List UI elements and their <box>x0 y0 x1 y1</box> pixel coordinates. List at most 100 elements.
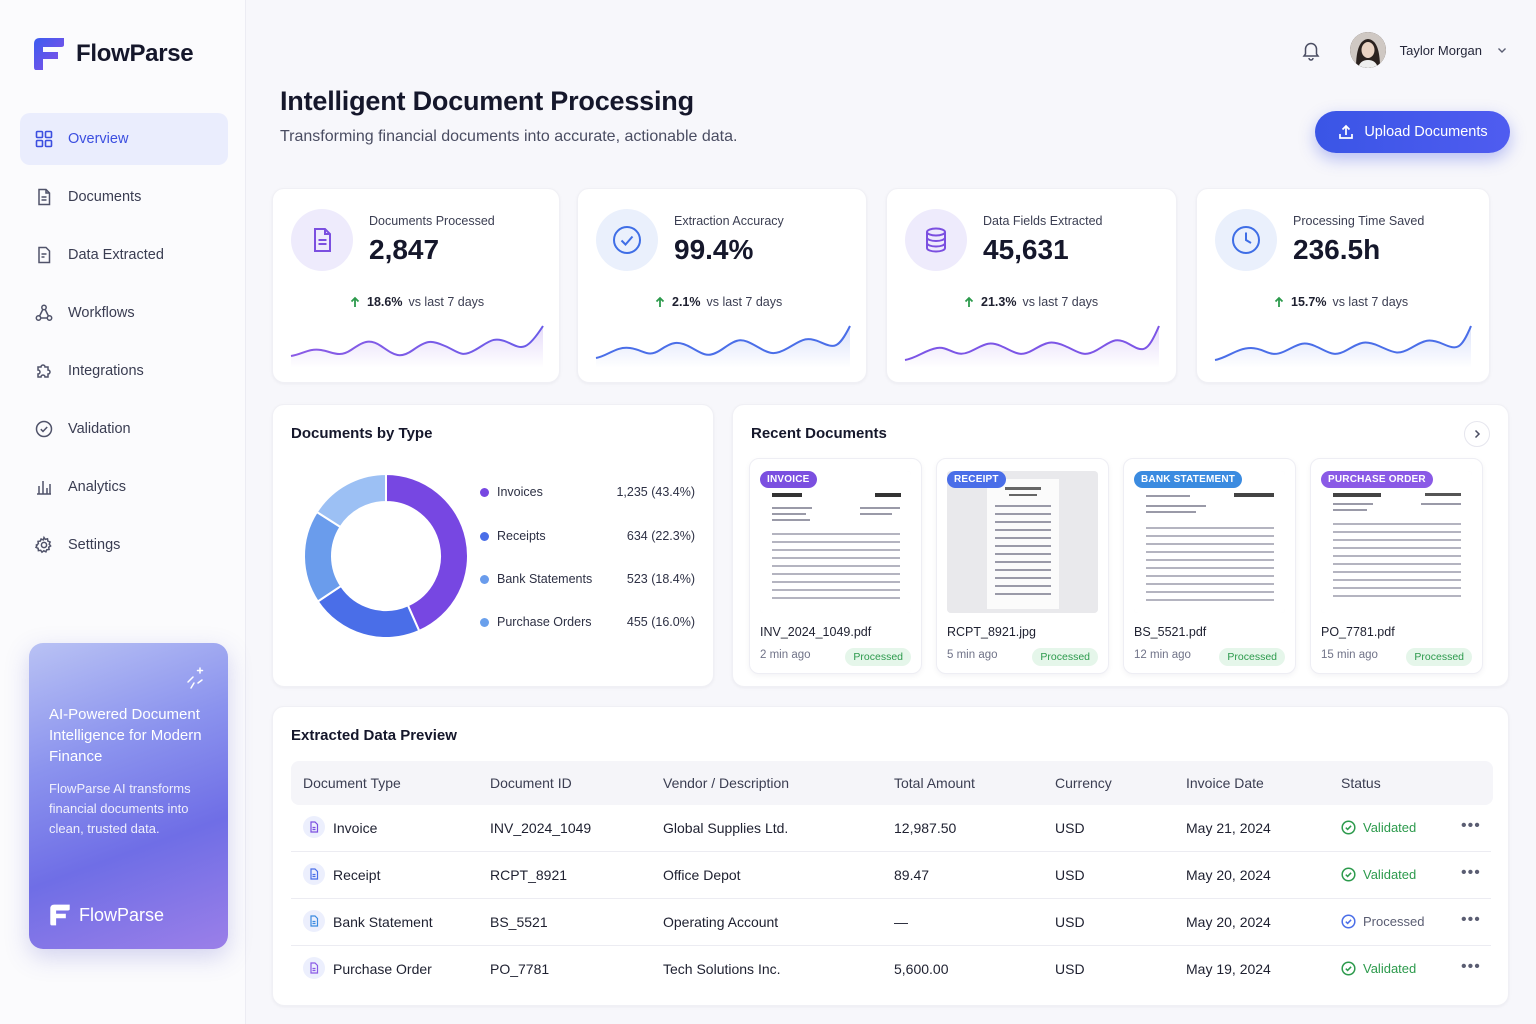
document-icon <box>303 816 325 838</box>
stat-value: 45,631 <box>983 234 1069 265</box>
cell-vendor: Office Depot <box>663 867 741 883</box>
chevron-down-icon[interactable] <box>1496 44 1508 56</box>
cell-amount: 5,600.00 <box>894 961 949 977</box>
stat-delta: 18.6% vs last 7 days <box>349 295 484 309</box>
stat-delta-text: vs last 7 days <box>1332 295 1409 309</box>
page-subtitle: Transforming financial documents into ac… <box>280 128 738 145</box>
column-header[interactable]: Document ID <box>490 775 572 791</box>
promo-card: AI-Powered Document Intelligence for Mod… <box>29 643 228 949</box>
check-circle-icon <box>1341 914 1356 929</box>
sparkline <box>904 325 1160 368</box>
column-header[interactable]: Status <box>1341 775 1381 791</box>
arrow-up-icon <box>964 296 974 307</box>
stat-delta: 2.1% vs last 7 days <box>654 295 782 309</box>
cell-date: May 19, 2024 <box>1186 961 1271 977</box>
status-badge: Validated <box>1341 820 1416 835</box>
doc-file-name: PO_7781.pdf <box>1321 625 1395 639</box>
stat-delta-value: 18.6% <box>367 295 403 309</box>
next-arrow-button[interactable] <box>1464 421 1490 447</box>
sidebar-item-workflows[interactable]: Workflows <box>20 287 228 339</box>
sidebar-item-documents[interactable]: Documents <box>20 171 228 223</box>
sidebar-item-data-extracted[interactable]: Data Extracted <box>20 229 228 281</box>
donut-slice-bank-statements[interactable] <box>303 510 343 603</box>
workflow-icon <box>34 303 54 323</box>
column-header[interactable]: Currency <box>1055 775 1112 791</box>
legend-dot <box>480 574 489 584</box>
puzzle-icon <box>34 361 54 381</box>
document-icon <box>303 957 325 979</box>
cell-id: INV_2024_1049 <box>490 820 592 836</box>
sidebar-item-label: Workflows <box>68 305 135 321</box>
more-options-icon[interactable]: ••• <box>1461 958 1481 975</box>
document-thumbnail <box>947 471 1098 613</box>
legend-label: Bank Statements <box>497 572 593 586</box>
status-badge: Processed <box>1219 648 1285 666</box>
doc-time: 12 min ago <box>1134 649 1191 661</box>
arrow-up-icon <box>655 296 665 307</box>
column-header[interactable]: Total Amount <box>894 775 975 791</box>
column-header[interactable]: Vendor / Description <box>663 775 790 791</box>
panel-title: Extracted Data Preview <box>291 727 457 744</box>
recent-doc-card[interactable]: PURCHASE ORDER PO_7781.pdf 15 min ago Pr… <box>1310 458 1483 674</box>
status-badge: Processed <box>1032 648 1098 666</box>
cell-currency: USD <box>1055 961 1085 977</box>
sidebar-item-validation[interactable]: Validation <box>20 403 228 455</box>
bell-icon[interactable] <box>1300 39 1322 61</box>
avatar[interactable] <box>1349 32 1386 68</box>
stat-label: Documents Processed <box>369 214 495 228</box>
legend-value: 634 (22.3%) <box>626 529 695 543</box>
arrow-up-icon <box>1274 296 1284 307</box>
document-thumbnail <box>1134 471 1285 613</box>
cell-date: May 21, 2024 <box>1186 820 1271 836</box>
sidebar-item-integrations[interactable]: Integrations <box>20 345 228 397</box>
legend-value: 1,235 (43.4%) <box>616 485 695 499</box>
cell-vendor: Tech Solutions Inc. <box>663 961 781 977</box>
donut-slice-invoices[interactable] <box>385 472 469 633</box>
recent-doc-card[interactable]: BANK STATEMENT BS_5521.pdf 12 min ago Pr… <box>1123 458 1296 674</box>
table-row[interactable]: Bank Statement BS_5521 Operating Account… <box>291 899 1491 946</box>
flowparse-logo-icon <box>50 904 70 926</box>
table-row[interactable]: Receipt RCPT_8921 Office Depot 89.47 USD… <box>291 852 1491 899</box>
document-icon <box>291 209 353 271</box>
donut-slice-receipts[interactable] <box>316 584 421 639</box>
sparkline <box>290 325 544 368</box>
doc-file-name: BS_5521.pdf <box>1134 625 1207 639</box>
chevron-right-icon <box>1474 429 1481 439</box>
stat-label: Extraction Accuracy <box>674 214 784 228</box>
more-options-icon[interactable]: ••• <box>1461 911 1481 928</box>
more-options-icon[interactable]: ••• <box>1461 817 1481 834</box>
promo-body: FlowParse AI transforms financial docume… <box>49 781 191 836</box>
column-header[interactable]: Invoice Date <box>1186 775 1264 791</box>
legend-label: Purchase Orders <box>497 615 592 629</box>
sidebar-item-label: Validation <box>68 421 131 437</box>
table-row[interactable]: Purchase Order PO_7781 Tech Solutions In… <box>291 946 1491 993</box>
column-header[interactable]: Document Type <box>303 775 401 791</box>
legend-dot <box>480 531 489 541</box>
cell-id: RCPT_8921 <box>490 867 568 883</box>
stat-delta: 15.7% vs last 7 days <box>1273 295 1408 309</box>
table-row[interactable]: Invoice INV_2024_1049 Global Supplies Lt… <box>291 805 1491 852</box>
legend-value: 455 (16.0%) <box>626 615 695 629</box>
brand-logo[interactable]: FlowParse <box>32 36 194 72</box>
user-name[interactable]: Taylor Morgan <box>1399 42 1482 58</box>
data-file-icon <box>34 245 54 265</box>
legend-item-bank-statements: Bank Statements 523 (18.4%) <box>480 572 695 586</box>
panel-title: Recent Documents <box>751 425 887 442</box>
donut-chart <box>303 472 469 639</box>
recent-doc-card[interactable]: INVOICE INV_2024_1049.pdf 2 min ago Proc… <box>749 458 922 674</box>
more-options-icon[interactable]: ••• <box>1461 864 1481 881</box>
cell-currency: USD <box>1055 867 1085 883</box>
doc-type-tag: PURCHASE ORDER <box>1321 471 1433 488</box>
upload-documents-button[interactable]: Upload Documents <box>1315 111 1510 153</box>
sidebar-item-label: Analytics <box>68 479 127 495</box>
recent-doc-card[interactable]: RECEIPT RCPT_8921.jpg 5 min ago Processe… <box>936 458 1109 674</box>
cell-amount: 89.47 <box>894 867 930 883</box>
sidebar-item-overview[interactable]: Overview <box>20 113 228 165</box>
check-circle-icon <box>1341 820 1356 835</box>
arrow-up-icon <box>350 296 360 307</box>
sidebar-item-settings[interactable]: Settings <box>20 519 228 571</box>
flowparse-logo-icon <box>34 38 64 70</box>
donut-slice-purchase-orders[interactable] <box>315 472 387 529</box>
sidebar-item-analytics[interactable]: Analytics <box>20 461 228 513</box>
stat-delta-value: 2.1% <box>672 295 701 309</box>
